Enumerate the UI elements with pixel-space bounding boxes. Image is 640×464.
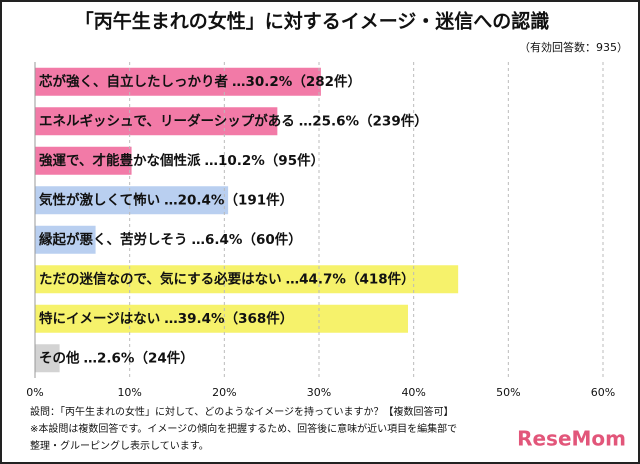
bar bbox=[35, 304, 408, 333]
x-tick-label: 20% bbox=[212, 386, 236, 399]
category-label: エネルギッシュで、リーダーシップがある bbox=[39, 112, 295, 129]
category-label: その他 bbox=[39, 349, 80, 366]
watermark: ReseMom bbox=[517, 427, 626, 451]
category-label: 強運で、才能豊かな個性派 bbox=[39, 152, 201, 169]
bar-label: 縁起が悪く、苦労しそう …6.4%（60件） bbox=[39, 231, 302, 248]
bar-label: 気性が激しくて怖い …20.4%（191件） bbox=[39, 191, 293, 208]
bar bbox=[35, 225, 96, 254]
value-label: …39.4%（368件） bbox=[164, 310, 293, 327]
category-label: 気性が激しくて怖い bbox=[39, 191, 160, 208]
note: ※本設問は複数回答です。イメージの傾向を把握するため、回答後に意味が近い項目を編… bbox=[30, 422, 457, 435]
x-tick-label: 30% bbox=[307, 386, 331, 399]
chart-subtitle: （有効回答数：935） bbox=[519, 40, 628, 54]
note: 整理・グルーピングし表示しています。 bbox=[30, 439, 209, 452]
bar bbox=[35, 265, 459, 294]
value-label: …20.4%（191件） bbox=[164, 191, 293, 208]
bar bbox=[35, 67, 321, 96]
value-label: …30.2%（282件） bbox=[232, 73, 361, 90]
value-label: …2.6%（24件） bbox=[84, 349, 194, 366]
bar bbox=[35, 146, 132, 175]
bar bbox=[35, 186, 229, 215]
x-tick-label: 50% bbox=[496, 386, 520, 399]
category-label: 縁起が悪く、苦労しそう bbox=[39, 231, 188, 248]
x-tick-label: 40% bbox=[401, 386, 425, 399]
bar bbox=[35, 344, 60, 373]
value-label: …44.7%（418件） bbox=[286, 270, 415, 287]
bar-label: 芯が強く、自立したしっかり者 …30.2%（282件） bbox=[39, 73, 361, 90]
bar-label: エネルギッシュで、リーダーシップがある …25.6%（239件） bbox=[39, 112, 428, 129]
bar-label: その他 …2.6%（24件） bbox=[39, 349, 194, 366]
category-label: 芯が強く、自立したしっかり者 bbox=[39, 73, 228, 90]
value-label: …25.6%（239件） bbox=[299, 112, 428, 129]
value-label: …6.4%（60件） bbox=[192, 231, 302, 248]
bar-label: ただの迷信なので、気にする必要はない …44.7%（418件） bbox=[39, 270, 415, 287]
chart-title: 「丙午生まれの女性」に対するイメージ・迷信への認識 bbox=[75, 10, 550, 33]
x-tick-label: 60% bbox=[591, 386, 615, 399]
value-label: …10.2%（95件） bbox=[204, 152, 324, 169]
bar-label: 強運で、才能豊かな個性派 …10.2%（95件） bbox=[39, 152, 324, 169]
category-label: ただの迷信なので、気にする必要はない bbox=[39, 270, 282, 287]
x-tick-label: 0% bbox=[26, 386, 43, 399]
category-label: 特にイメージはない bbox=[39, 310, 160, 327]
bar-label: 特にイメージはない …39.4%（368件） bbox=[39, 310, 293, 327]
bar bbox=[35, 107, 278, 136]
x-tick-label: 10% bbox=[117, 386, 141, 399]
note: 設問：「丙午生まれの女性」に対して、どのようなイメージを持っていますか？【複数回… bbox=[30, 405, 454, 418]
